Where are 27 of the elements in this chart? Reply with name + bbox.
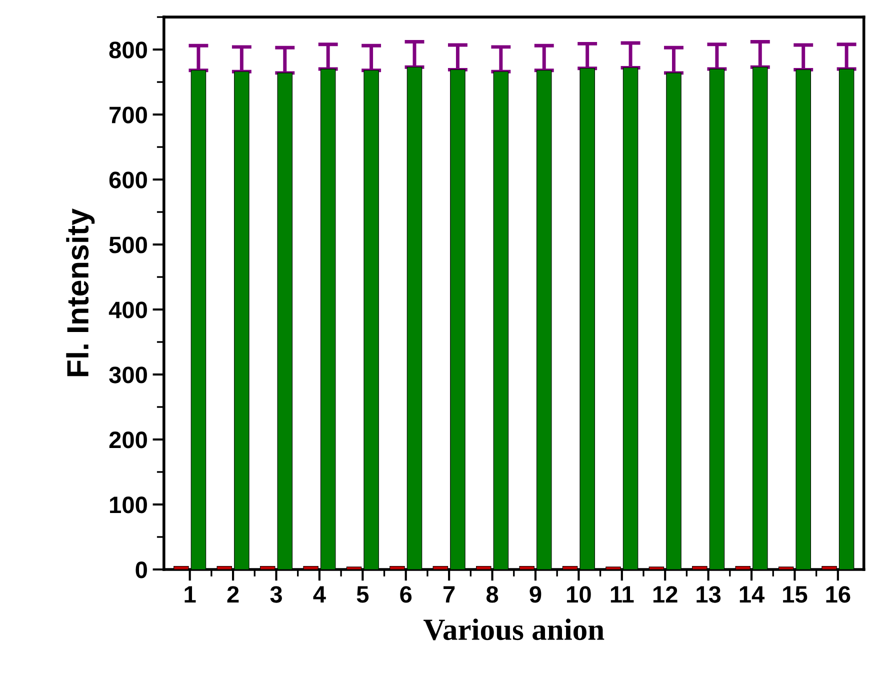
x-tick-label: 16 (826, 586, 850, 603)
x-axis-title: Various anion (424, 618, 604, 640)
x-tick-label: 13 (696, 586, 721, 603)
x-tick-label: 6 (400, 586, 412, 603)
y-tick-label: 600 (109, 172, 147, 188)
x-tick-label: 1 (184, 586, 196, 603)
y-tick-label: 500 (109, 236, 147, 254)
y-axis-title: Fl. Intensity (66, 208, 95, 376)
x-tick-label: 9 (530, 586, 542, 603)
y-tick-label: 400 (108, 302, 147, 318)
y-tick-label: 200 (109, 432, 147, 448)
x-tick-label: 8 (486, 586, 498, 603)
x-tick-label: 14 (740, 586, 765, 603)
x-tick-label: 3 (270, 586, 282, 603)
x-tick-label: 11 (610, 586, 634, 603)
x-tick-label: 10 (567, 586, 591, 603)
x-tick-label: 5 (356, 586, 369, 603)
x-tick-label: 12 (653, 586, 678, 603)
y-tick-label: 100 (110, 496, 147, 514)
y-tick-label: 300 (109, 366, 147, 384)
x-tick-label: 7 (444, 586, 455, 603)
x-tick-label: 15 (783, 586, 808, 603)
y-tick-label: 0 (136, 562, 147, 578)
y-tick-label: 800 (109, 42, 147, 58)
x-tick-label: 4 (313, 586, 326, 603)
y-tick-label: 700 (110, 106, 147, 124)
x-tick-label: 2 (227, 586, 239, 603)
